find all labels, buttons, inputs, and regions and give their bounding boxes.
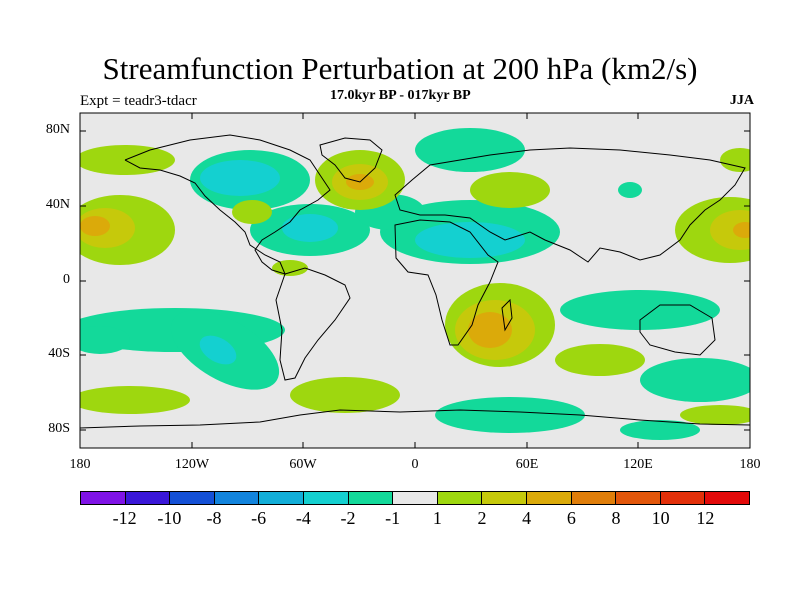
contour-region xyxy=(199,335,237,365)
colorbar-label: -2 xyxy=(340,508,356,528)
experiment-label: Expt = teadr3-tdacr xyxy=(80,93,197,109)
contour-region xyxy=(640,358,750,402)
colorbar-swatch xyxy=(170,492,215,504)
contour-region xyxy=(415,128,525,172)
colorbar-label: 1 xyxy=(432,508,442,528)
lon-label: 120E xyxy=(623,457,653,472)
colorbar-swatch xyxy=(214,492,260,504)
colorbar-label: -12 xyxy=(112,508,137,528)
lat-label: 0 xyxy=(63,272,70,287)
colorbar-swatch xyxy=(482,492,527,504)
contour-region xyxy=(555,344,645,376)
colorbar-label: -4 xyxy=(295,508,311,528)
contour-region xyxy=(710,210,750,250)
colorbar-swatch xyxy=(437,492,483,504)
colorbar-swatch xyxy=(616,492,661,504)
period-label: 17.0kyr BP - 017kyr BP xyxy=(330,88,471,103)
south-america-coast xyxy=(275,267,351,381)
colorbar-swatch xyxy=(660,492,706,504)
contour-region xyxy=(468,312,512,348)
colorbar-swatch xyxy=(303,492,349,504)
colorbar-swatch xyxy=(348,492,394,504)
contour-fields xyxy=(80,128,750,440)
colorbar-label: -6 xyxy=(251,508,267,528)
lon-label: 60W xyxy=(289,457,317,472)
contour-region xyxy=(232,200,272,224)
contour-region xyxy=(80,145,175,175)
australia-coast xyxy=(639,304,716,356)
colorbar-label: -10 xyxy=(157,508,182,528)
map-background xyxy=(80,113,750,448)
contour-region xyxy=(282,214,338,242)
contour-region xyxy=(560,290,720,330)
contour-region xyxy=(680,405,750,425)
colorbar-swatch xyxy=(526,492,572,504)
colorbar-swatch xyxy=(705,492,749,504)
contour-region xyxy=(733,222,750,238)
lon-label: 60E xyxy=(515,457,539,472)
colorbar-label: 8 xyxy=(611,508,621,528)
lat-label: 80N xyxy=(45,122,70,137)
lat-label: 40N xyxy=(45,197,70,212)
colorbar-label: 6 xyxy=(566,508,576,528)
colorbar-label: -1 xyxy=(385,508,401,528)
lat-label: 80S xyxy=(48,421,70,436)
contour-region xyxy=(80,216,110,236)
colorbar-swatch xyxy=(393,492,438,504)
season-label: JJA xyxy=(729,93,754,108)
contour-region xyxy=(415,222,525,258)
colorbar-label: 12 xyxy=(696,508,715,528)
greenland-coast xyxy=(319,137,383,183)
lon-label: 180 xyxy=(739,457,761,472)
lat-label: 40S xyxy=(48,346,70,361)
madagascar-coast xyxy=(501,298,513,332)
colorbar xyxy=(80,491,750,505)
coastlines xyxy=(80,134,750,429)
contour-region xyxy=(620,420,700,440)
colorbar-swatch xyxy=(125,492,171,504)
contour-region xyxy=(290,377,400,413)
lon-label: 120W xyxy=(174,457,210,472)
africa-coast xyxy=(394,219,499,346)
contour-region xyxy=(435,397,585,433)
north-america-coast xyxy=(124,134,331,275)
colorbar-label: 2 xyxy=(477,508,487,528)
colorbar-label: 4 xyxy=(522,508,532,528)
contour-region xyxy=(80,386,190,414)
axis-ticks xyxy=(80,113,750,448)
eurasia-coast xyxy=(394,147,746,263)
lon-label: 180 xyxy=(69,457,91,472)
contour-region xyxy=(618,182,642,198)
contour-region xyxy=(272,260,308,276)
plot-title: Streamfunction Perturbation at 200 hPa (… xyxy=(102,51,698,86)
colorbar-swatch xyxy=(81,492,126,504)
contour-region xyxy=(720,148,750,172)
colorbar-label: -8 xyxy=(206,508,222,528)
contour-region xyxy=(200,160,280,196)
contour-region xyxy=(470,172,550,208)
colorbar-swatch xyxy=(571,492,617,504)
contour-region xyxy=(80,326,130,354)
colorbar-swatch xyxy=(259,492,304,504)
antarctica-coast xyxy=(80,409,750,429)
colorbar-label: 10 xyxy=(651,508,670,528)
lon-label: 0 xyxy=(411,457,419,472)
